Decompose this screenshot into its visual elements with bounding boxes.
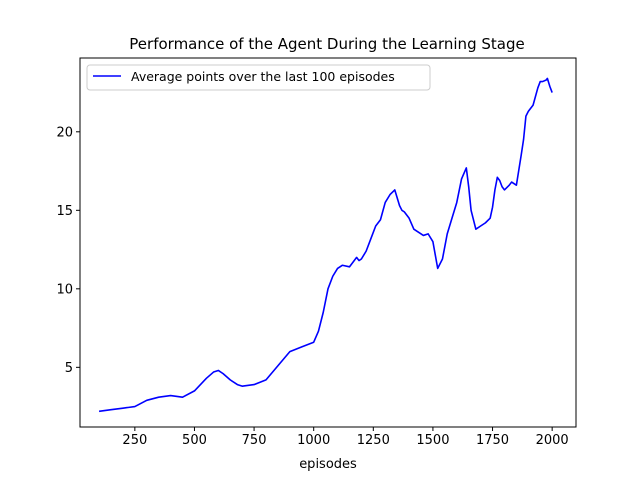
x-tick-label: 1750 bbox=[476, 433, 509, 448]
y-tick-label: 5 bbox=[65, 361, 73, 376]
x-tick-label: 1000 bbox=[297, 433, 330, 448]
axes-layer: 250 500 750 1000 1250 1500 1750 2000 5 10 15 20 bbox=[56, 125, 568, 448]
x-tick-label: 1500 bbox=[416, 433, 449, 448]
x-tick-label: 500 bbox=[182, 433, 207, 448]
x-tick-label: 1250 bbox=[357, 433, 390, 448]
series-layer bbox=[98, 77, 553, 413]
legend: Average points over the last 100 episode… bbox=[86, 64, 431, 91]
chart-title: Performance of the Agent During the Lear… bbox=[129, 35, 524, 53]
x-tick-label: 2000 bbox=[536, 433, 569, 448]
series-line bbox=[98, 77, 553, 413]
plot-frame bbox=[79, 57, 577, 428]
plot-area bbox=[80, 58, 576, 427]
y-tick-label: 10 bbox=[56, 282, 73, 297]
x-axis-label: episodes bbox=[299, 457, 357, 472]
x-tick-label: 750 bbox=[242, 433, 267, 448]
y-tick-label: 15 bbox=[56, 204, 73, 219]
legend-box bbox=[86, 64, 431, 91]
x-tick-label: 250 bbox=[122, 433, 147, 448]
legend-label: Average points over the last 100 episode… bbox=[131, 69, 395, 84]
y-tick-label: 20 bbox=[56, 125, 73, 140]
